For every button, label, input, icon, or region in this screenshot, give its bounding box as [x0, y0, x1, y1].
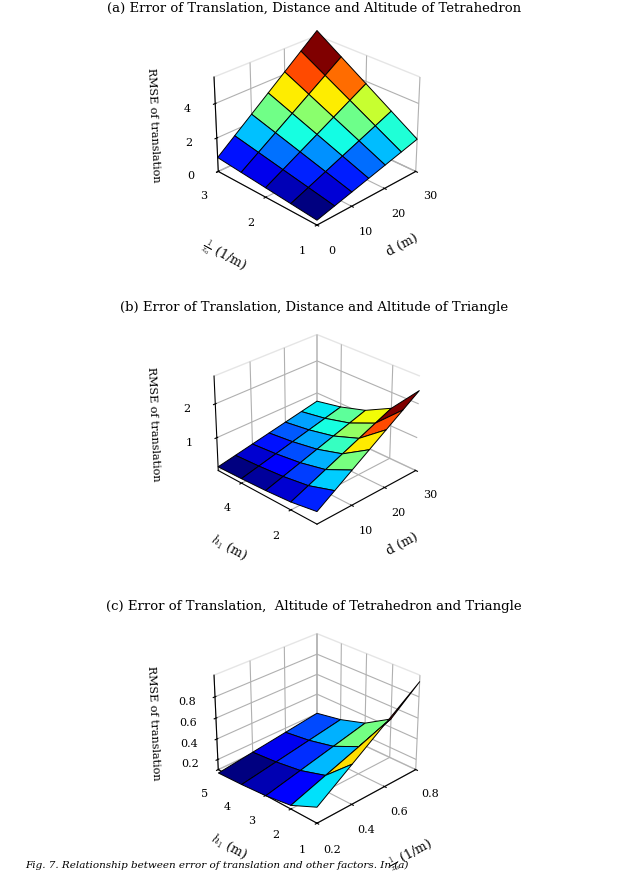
Y-axis label: $h_1$ (m): $h_1$ (m)	[208, 532, 250, 564]
Y-axis label: $\frac{1}{z_a}$ (1/m): $\frac{1}{z_a}$ (1/m)	[198, 236, 250, 276]
Title: (b) Error of Translation, Distance and Altitude of Triangle: (b) Error of Translation, Distance and A…	[120, 301, 508, 314]
X-axis label: d (m): d (m)	[384, 531, 420, 558]
X-axis label: d (m): d (m)	[384, 232, 420, 259]
Y-axis label: $h_1$ (m): $h_1$ (m)	[208, 831, 250, 863]
Title: (a) Error of Translation, Distance and Altitude of Tetrahedron: (a) Error of Translation, Distance and A…	[107, 2, 521, 15]
Title: (c) Error of Translation,  Altitude of Tetrahedron and Triangle: (c) Error of Translation, Altitude of Te…	[106, 600, 522, 613]
X-axis label: $\frac{1}{z_a}$ (1/m): $\frac{1}{z_a}$ (1/m)	[384, 835, 436, 872]
Text: Fig. 7. Relationship between error of translation and other factors. In (a): Fig. 7. Relationship between error of tr…	[25, 861, 408, 869]
